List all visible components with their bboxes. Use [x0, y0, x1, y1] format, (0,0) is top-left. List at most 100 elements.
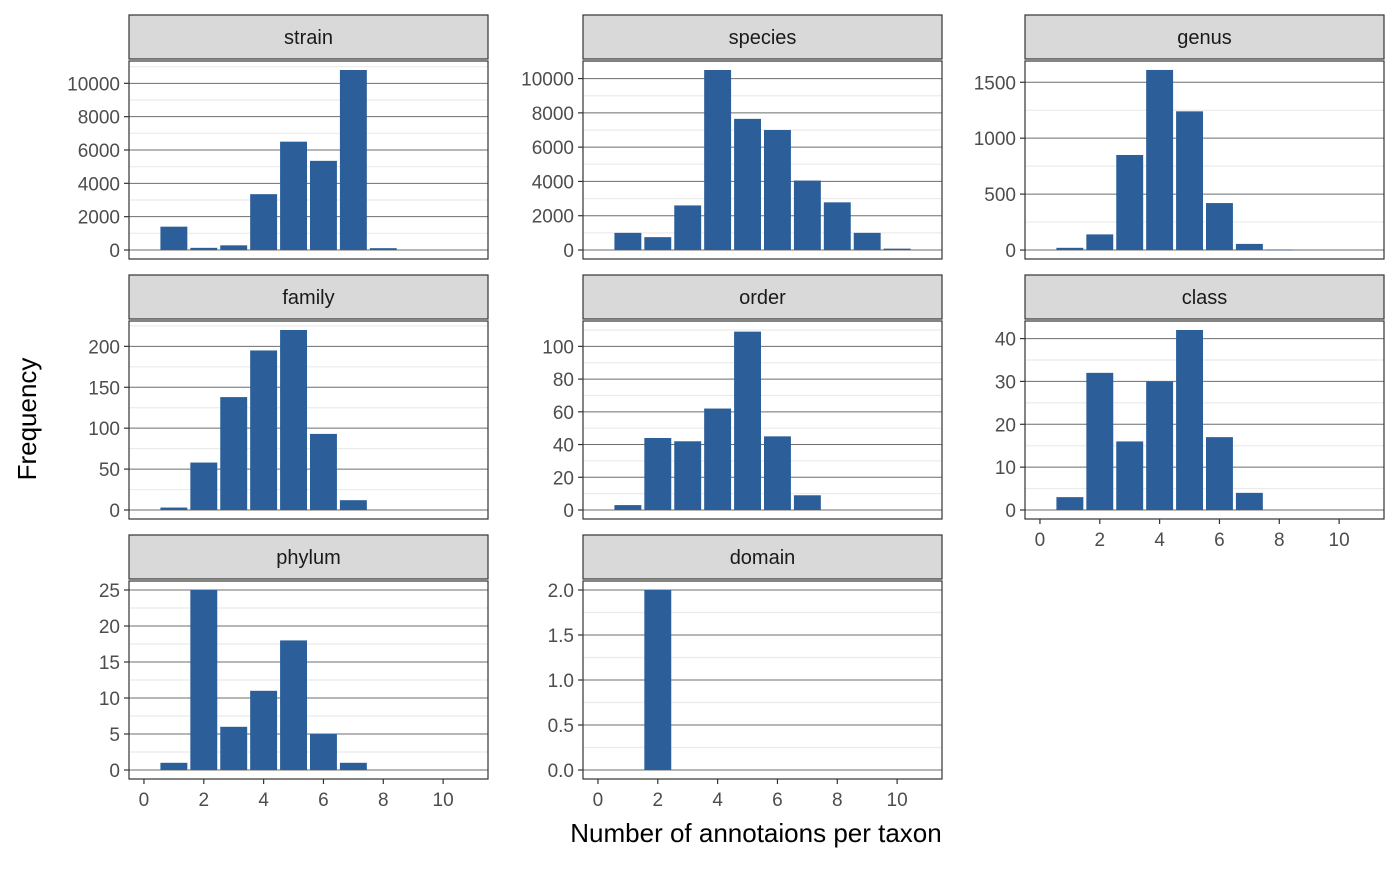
y-tick-label: 150: [88, 378, 120, 399]
y-tick-label: 2.0: [548, 581, 574, 602]
strip-background: [582, 14, 943, 60]
x-tick-label: 6: [772, 790, 783, 811]
bar-species-x3: [674, 205, 702, 250]
y-tick-label: 10000: [521, 70, 574, 91]
y-tick-label: 1000: [974, 129, 1016, 150]
panel-domain: domain 0.0 0.5 1.0 1.5 2.0 0 2 4 6 8 10: [548, 534, 943, 811]
y-tick-label: 4000: [532, 172, 574, 193]
bar-species-x7: [793, 180, 821, 250]
strip-label-order: order: [739, 287, 786, 309]
panel-background: [583, 321, 942, 519]
y-tick-label: 100: [542, 337, 574, 358]
strip-background: [1024, 14, 1385, 60]
bar-genus-x7: [1235, 243, 1263, 251]
bar-class-x2: [1086, 372, 1114, 510]
bar-order-x1: [614, 505, 642, 510]
x-tick-label: 0: [139, 790, 150, 811]
bar-genus-x5: [1176, 111, 1204, 251]
strip-label-domain: domain: [730, 547, 796, 569]
x-tick-label: 2: [199, 790, 210, 811]
bar-class-x3: [1116, 441, 1144, 510]
bar-strain-x6: [309, 160, 337, 250]
bar-order-x7: [793, 495, 821, 510]
y-tick-label: 10: [995, 458, 1016, 479]
bar-class-x1: [1056, 497, 1084, 510]
panel-class: class 0 10 20 30 40 0 2 4 6 8 10: [995, 274, 1385, 551]
x-tick-label: 8: [378, 790, 389, 811]
y-tick-label: 2000: [532, 207, 574, 228]
bar-strain-x8: [369, 248, 397, 250]
bar-class-x5: [1176, 330, 1204, 510]
x-tick-label: 10: [887, 790, 908, 811]
panel-family: family 0 50 100 150 200: [88, 274, 489, 522]
y-tick-label: 0: [109, 241, 120, 262]
panel-phylum: phylum 0 5 10 15 20 25 0 2 4 6 8 10: [99, 534, 489, 811]
x-axis-title: Number of annotaions per taxon: [570, 818, 941, 848]
y-tick-label: 30: [995, 372, 1016, 393]
y-tick-label: 1.0: [548, 671, 574, 692]
bar-phylum-x6: [309, 734, 337, 770]
x-tick-label: 6: [1214, 530, 1225, 551]
panel-strain: strain 0 2000 4000 6000 8000 10000: [67, 14, 489, 262]
panel-border: [128, 320, 489, 520]
panel-background: [129, 321, 488, 519]
bar-strain-x7: [339, 70, 367, 250]
x-tick-label: 4: [1154, 530, 1165, 551]
bar-strain-x1: [160, 226, 188, 250]
strip-label-species: species: [729, 27, 797, 49]
y-tick-label: 20: [553, 468, 574, 489]
bar-genus-x4: [1146, 69, 1174, 251]
y-tick-label: 200: [88, 337, 120, 358]
bar-strain-x2: [190, 247, 218, 250]
y-tick-label: 0: [1005, 241, 1016, 262]
y-tick-label: 1500: [974, 73, 1016, 94]
y-axis-title: Frequency: [12, 358, 42, 481]
bar-order-x4: [704, 408, 732, 510]
bar-genus-x2: [1086, 234, 1114, 251]
y-tick-label: 80: [553, 370, 574, 391]
bar-phylum-x5: [280, 640, 308, 770]
y-tick-label: 0: [109, 761, 120, 782]
y-tick-label: 50: [99, 460, 120, 481]
y-tick-label: 0: [109, 501, 120, 522]
bar-phylum-x3: [220, 726, 248, 770]
x-tick-label: 4: [258, 790, 269, 811]
y-tick-label: 1.5: [548, 626, 574, 647]
bar-species-x6: [763, 130, 791, 250]
y-tick-label: 4000: [78, 174, 120, 195]
strip-label-phylum: phylum: [276, 547, 340, 569]
x-tick-label: 2: [653, 790, 664, 811]
y-tick-label: 6000: [532, 138, 574, 159]
y-tick-label: 8000: [532, 104, 574, 125]
panel-genus: genus 0 500 1000 1500: [974, 14, 1385, 262]
panel-background: [1025, 321, 1384, 519]
y-tick-label: 15: [99, 653, 120, 674]
y-tick-label: 40: [553, 436, 574, 457]
y-tick-label: 10: [99, 689, 120, 710]
bar-genus-x6: [1205, 203, 1233, 251]
panel-border: [1024, 320, 1385, 520]
strip-background: [582, 534, 943, 580]
bar-class-x7: [1235, 492, 1263, 510]
bar-order-x5: [734, 331, 762, 510]
bar-strain-x4: [250, 194, 278, 250]
bar-species-x4: [704, 70, 732, 250]
y-tick-label: 100: [88, 419, 120, 440]
y-tick-label: 5: [109, 725, 120, 746]
y-tick-label: 20: [99, 617, 120, 638]
bar-family-x4: [250, 350, 278, 510]
bar-species-x5: [734, 118, 762, 250]
bar-strain-x3: [220, 245, 248, 250]
bar-order-x6: [763, 436, 791, 510]
panel-border: [1024, 60, 1385, 260]
panel-background: [583, 61, 942, 259]
y-tick-label: 0.0: [548, 761, 574, 782]
bar-family-x6: [309, 433, 337, 510]
bar-phylum-x4: [250, 690, 278, 770]
y-tick-label: 0: [563, 241, 574, 262]
panel-border: [582, 60, 943, 260]
panel-species: species 0 2000 4000 6000 8000 10000: [521, 14, 943, 262]
y-tick-label: 0.5: [548, 716, 574, 737]
y-tick-label: 60: [553, 403, 574, 424]
